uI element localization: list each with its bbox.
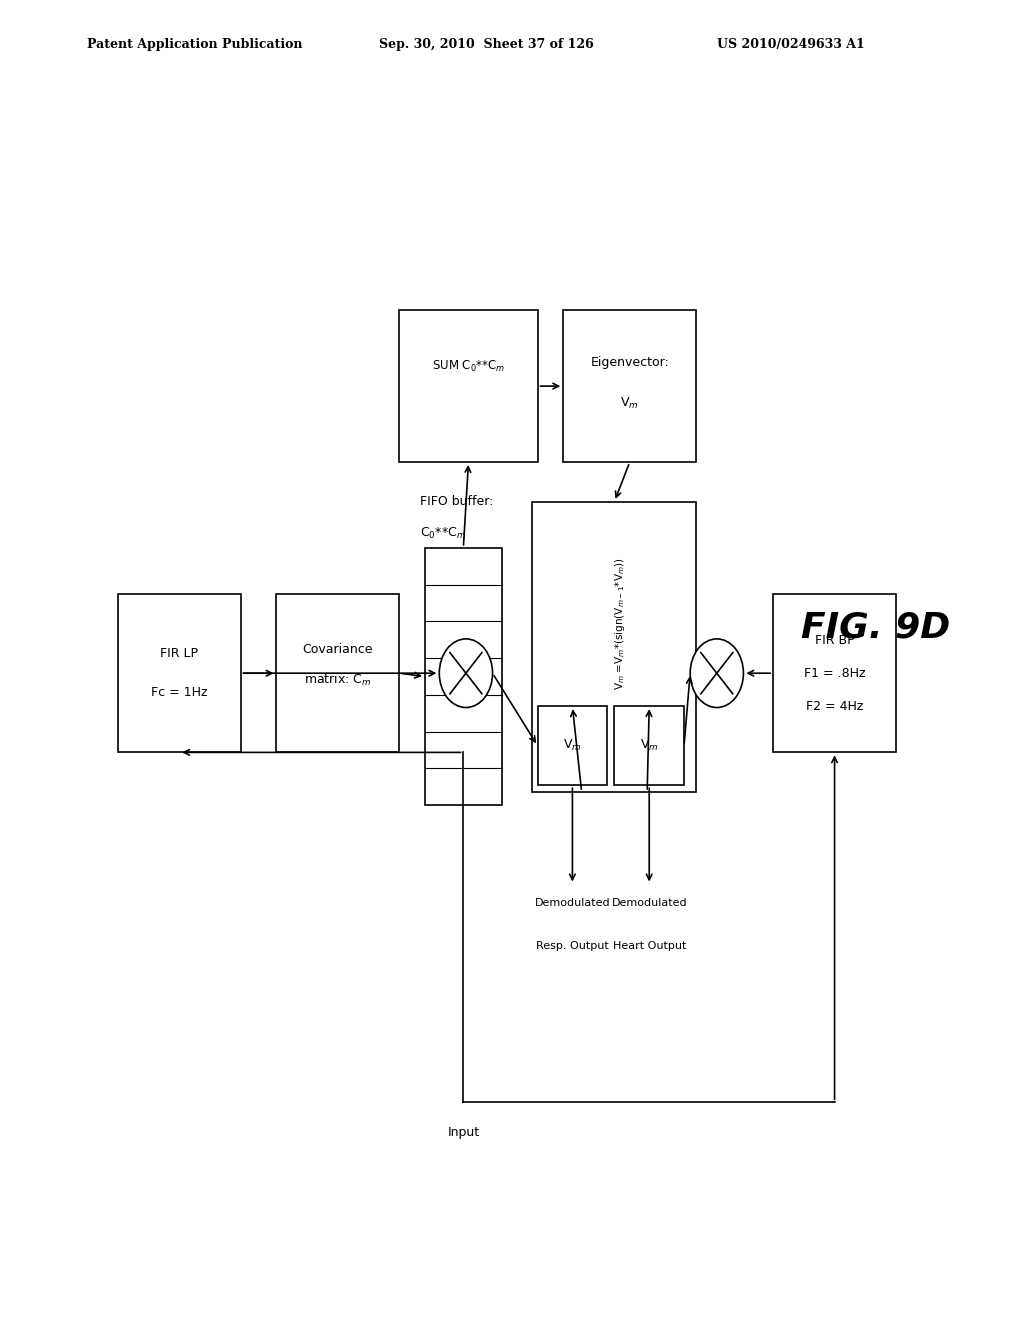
Text: Demodulated: Demodulated — [535, 898, 610, 908]
Bar — [532, 502, 696, 792]
Text: FIG. 9D: FIG. 9D — [801, 610, 950, 644]
Bar — [538, 706, 607, 785]
Bar — [118, 594, 241, 752]
Text: F2 = 4Hz: F2 = 4Hz — [806, 700, 863, 713]
Text: matrix: C$_m$: matrix: C$_m$ — [304, 672, 372, 688]
Bar — [563, 310, 696, 462]
Text: C$_0$**C$_m$: C$_0$**C$_m$ — [420, 527, 466, 541]
Bar — [399, 310, 538, 462]
Text: Resp. Output: Resp. Output — [536, 941, 609, 952]
Bar — [425, 548, 502, 805]
Text: Sep. 30, 2010  Sheet 37 of 126: Sep. 30, 2010 Sheet 37 of 126 — [379, 37, 594, 50]
Text: Fc = 1Hz: Fc = 1Hz — [151, 686, 208, 700]
Text: Patent Application Publication: Patent Application Publication — [87, 37, 302, 50]
Text: US 2010/0249633 A1: US 2010/0249633 A1 — [717, 37, 864, 50]
Bar — [773, 594, 896, 752]
Text: Demodulated: Demodulated — [611, 898, 687, 908]
Text: FIFO buffer:: FIFO buffer: — [420, 495, 494, 508]
Text: V$_m$ =V$_m$*(sign(V$_{m-1}$*V$_m$)): V$_m$ =V$_m$*(sign(V$_{m-1}$*V$_m$)) — [612, 557, 627, 690]
Text: F1 = .8Hz: F1 = .8Hz — [804, 667, 865, 680]
Bar — [276, 594, 399, 752]
Circle shape — [439, 639, 493, 708]
Circle shape — [690, 639, 743, 708]
Text: V$_m$: V$_m$ — [563, 738, 582, 754]
Text: Input: Input — [447, 1126, 479, 1139]
Text: V$_m$: V$_m$ — [621, 396, 639, 411]
Bar — [614, 706, 684, 785]
Text: FIR LP: FIR LP — [160, 647, 199, 660]
Text: FIR BP: FIR BP — [815, 634, 854, 647]
Text: V$_m$: V$_m$ — [640, 738, 658, 754]
Text: Covariance: Covariance — [303, 643, 373, 656]
Text: Eigenvector:: Eigenvector: — [591, 356, 669, 368]
Text: Heart Output: Heart Output — [612, 941, 686, 952]
Text: SUM C$_0$**C$_m$: SUM C$_0$**C$_m$ — [432, 359, 505, 374]
